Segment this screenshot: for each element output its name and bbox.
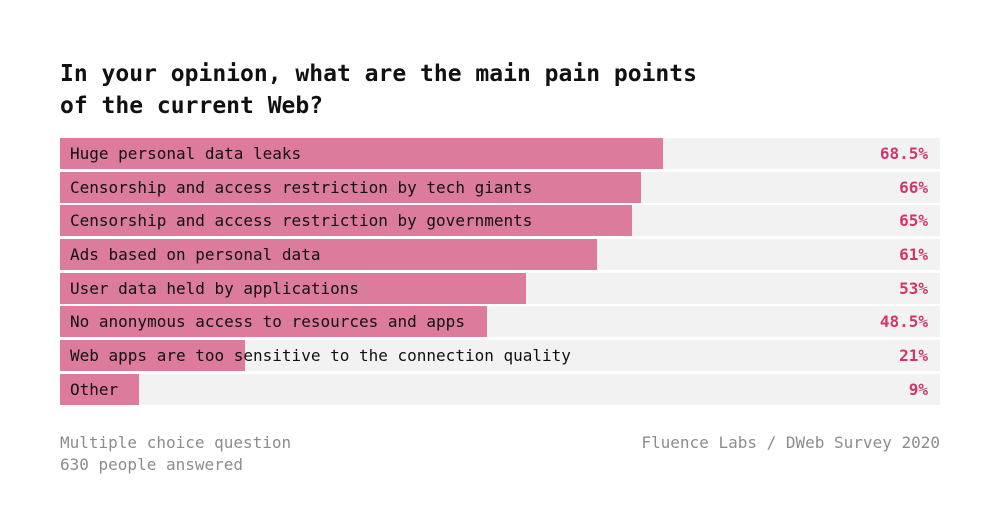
bar xyxy=(60,138,663,169)
survey-note: Multiple choice question 630 people answ… xyxy=(60,432,291,476)
bar-label: Censorship and access restriction by gov… xyxy=(70,211,533,231)
bar xyxy=(60,171,641,203)
bar xyxy=(60,272,527,304)
bar-value-label: 68.5% xyxy=(879,144,928,163)
bar-label: Huge personal data leaks xyxy=(70,144,302,163)
bar-row: User data held by applications 53% xyxy=(60,272,940,304)
bar-value-label: 61% xyxy=(899,245,928,265)
bar-label: No anonymous access to resources and app… xyxy=(70,312,465,332)
question-type-note: Multiple choice question xyxy=(60,433,292,452)
bar xyxy=(60,373,140,405)
bar-row: No anonymous access to resources and app… xyxy=(60,306,940,338)
bar-row: Ads based on personal data 61% xyxy=(60,239,940,271)
bar-row: Web apps are too sensitive to the connec… xyxy=(60,340,940,372)
bar-row: Censorship and access restriction by tec… xyxy=(60,171,940,203)
bar-row: Huge personal data leaks 68.5% xyxy=(60,138,940,169)
bar-value-label: 48.5% xyxy=(879,312,928,332)
bar-value-label: 21% xyxy=(899,346,928,366)
bar-label: Ads based on personal data xyxy=(70,245,321,265)
bar-label: Censorship and access restriction by tec… xyxy=(70,177,533,197)
bar-value-label: 65% xyxy=(899,211,928,231)
bar-label: User data held by applications xyxy=(70,278,359,298)
bar-value-label: 66% xyxy=(899,177,928,197)
source-credit: Fluence Labs / DWeb Survey 2020 xyxy=(641,433,940,452)
chart-title-line-2: of the current Web? xyxy=(60,93,324,119)
bar xyxy=(60,306,487,338)
bar-row: Censorship and access restriction by gov… xyxy=(60,205,940,237)
bar-label: Web apps are too sensitive to the connec… xyxy=(70,346,571,366)
bar xyxy=(60,239,597,271)
respondent-count-note: 630 people answered xyxy=(60,455,244,474)
bar xyxy=(60,340,245,372)
bar-chart: Huge personal data leaks 68.5% Censorship … xyxy=(60,138,940,408)
bar-value-label: 9% xyxy=(908,379,928,399)
bar-label: Other xyxy=(70,379,119,399)
bar-row: Other 9% xyxy=(60,373,940,405)
chart-title: In your opinion, what are the main pain … xyxy=(60,58,940,122)
bar-value-label: 53% xyxy=(899,278,928,298)
bar xyxy=(60,205,632,237)
chart-title-line-1: In your opinion, what are the main pain … xyxy=(60,61,697,87)
